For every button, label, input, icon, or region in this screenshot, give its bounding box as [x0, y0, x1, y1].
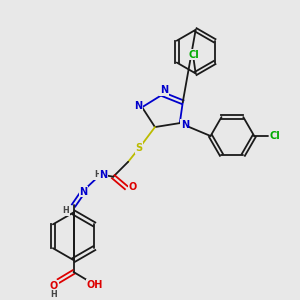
Text: H: H — [94, 170, 101, 179]
Text: N: N — [80, 187, 88, 196]
Text: H: H — [50, 290, 57, 299]
Text: O: O — [129, 182, 137, 192]
Text: O: O — [50, 281, 58, 291]
Text: N: N — [181, 120, 189, 130]
Text: S: S — [136, 143, 142, 153]
Text: OH: OH — [86, 280, 103, 290]
Text: N: N — [160, 85, 168, 95]
Text: Cl: Cl — [270, 131, 280, 141]
Text: H: H — [62, 206, 69, 215]
Text: N: N — [134, 101, 142, 111]
Text: N: N — [99, 170, 107, 180]
Text: Cl: Cl — [188, 50, 199, 60]
